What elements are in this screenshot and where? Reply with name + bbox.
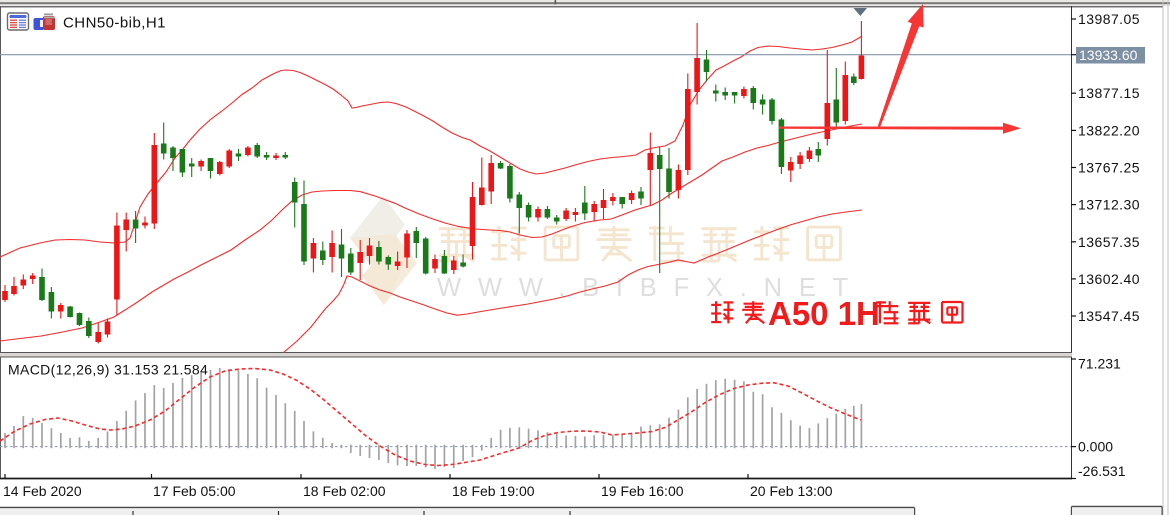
svg-text:0.000: 0.000 — [1078, 439, 1113, 455]
svg-text:-26.531: -26.531 — [1078, 463, 1126, 479]
svg-text:13602.40: 13602.40 — [1078, 271, 1140, 287]
svg-text:20 Feb 13:00: 20 Feb 13:00 — [750, 483, 833, 499]
svg-text:WWW.BIBFX.NET: WWW.BIBFX.NET — [437, 274, 865, 302]
svg-text:19 Feb 16:00: 19 Feb 16:00 — [601, 483, 684, 499]
svg-text:71.231: 71.231 — [1078, 356, 1121, 372]
svg-text:18 Feb 19:00: 18 Feb 19:00 — [452, 483, 535, 499]
svg-text:13987.05: 13987.05 — [1078, 11, 1140, 27]
svg-text:A50 1H: A50 1H — [768, 295, 880, 332]
svg-text:13877.15: 13877.15 — [1078, 85, 1140, 101]
svg-text:14 Feb 2020: 14 Feb 2020 — [3, 483, 82, 499]
svg-text:13712.30: 13712.30 — [1078, 197, 1140, 213]
svg-text:13933.60: 13933.60 — [1079, 47, 1138, 63]
svg-text:13767.25: 13767.25 — [1078, 160, 1140, 176]
svg-text:13547.45: 13547.45 — [1078, 308, 1140, 324]
svg-text:CHN50-bib,H1: CHN50-bib,H1 — [63, 15, 166, 32]
svg-text:17 Feb 05:00: 17 Feb 05:00 — [153, 483, 236, 499]
svg-text:MACD(12,26,9) 31.153 21.584: MACD(12,26,9) 31.153 21.584 — [8, 362, 208, 378]
svg-text:18 Feb 02:00: 18 Feb 02:00 — [303, 483, 386, 499]
svg-text:13822.20: 13822.20 — [1078, 122, 1140, 138]
svg-text:13657.35: 13657.35 — [1078, 234, 1140, 250]
